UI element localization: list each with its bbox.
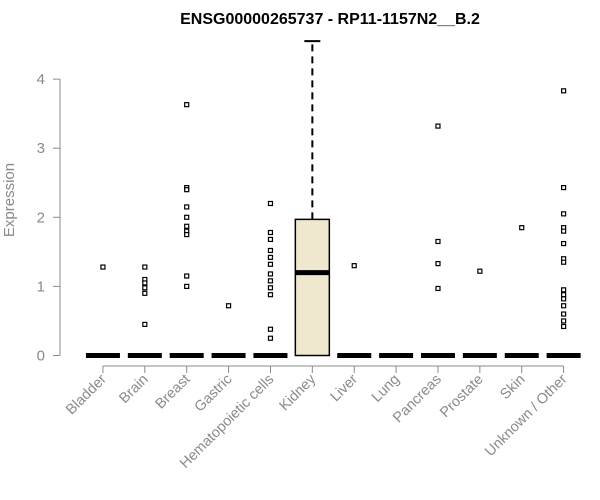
outlier-point <box>184 273 190 279</box>
outlier-point <box>561 292 567 298</box>
y-tick-label: 4 <box>37 71 45 88</box>
x-tick-label: Breast <box>153 372 194 413</box>
outlier-point <box>561 240 567 247</box>
outlier-point <box>519 225 525 231</box>
outlier-point <box>435 238 441 245</box>
outlier-point <box>561 184 567 191</box>
outlier-point <box>267 326 274 332</box>
outlier-point <box>267 254 274 260</box>
outlier-point <box>267 200 274 207</box>
outlier-point <box>561 287 567 293</box>
x-tick-label: Skin <box>497 372 528 403</box>
x-tick-label: Brain <box>116 372 151 407</box>
outlier-point <box>184 231 190 238</box>
outlier-point <box>142 280 148 286</box>
outlier-point <box>142 264 148 270</box>
y-axis: 0 1 2 3 4 <box>37 71 61 365</box>
x-tick-label: Bladder <box>63 371 110 418</box>
outlier-point <box>561 323 567 330</box>
outlier-point <box>561 303 567 309</box>
outlier-point <box>267 292 274 298</box>
outlier-point <box>561 211 567 217</box>
chart-title: ENSG00000265737 - RP11-1157N2__B.2 <box>180 11 480 28</box>
y-tick-label: 2 <box>37 209 45 226</box>
x-tick-label: Kidney <box>276 371 319 414</box>
outlier-point <box>267 271 274 277</box>
outlier-point <box>561 88 567 94</box>
y-tick-label: 3 <box>37 140 45 157</box>
outlier-point <box>561 228 567 234</box>
outlier-point <box>142 285 148 291</box>
outlier-point <box>184 187 190 193</box>
box-group <box>253 200 288 358</box>
plot-area <box>85 40 581 358</box>
outlier-point <box>184 223 190 229</box>
box-group <box>294 40 331 357</box>
y-axis-label: Expression <box>1 163 18 237</box>
box-group <box>504 225 539 358</box>
box-group <box>127 264 162 358</box>
outlier-point <box>184 102 190 108</box>
y-tick-label: 1 <box>37 278 45 295</box>
box-group <box>85 264 120 358</box>
box-group <box>211 303 246 358</box>
outlier-point <box>267 236 274 243</box>
y-tick-label: 0 <box>37 348 45 365</box>
outlier-point <box>142 321 148 328</box>
box-group <box>420 123 455 358</box>
outlier-point <box>142 290 148 296</box>
x-tick-label: Prostate <box>437 372 486 421</box>
outlier-point <box>477 268 483 274</box>
outlier-point <box>435 123 441 129</box>
outlier-point <box>184 283 190 289</box>
outlier-point <box>225 303 232 309</box>
outlier-point <box>561 296 567 302</box>
outlier-point <box>184 214 190 220</box>
box-group <box>337 263 372 358</box>
outlier-point <box>435 260 441 267</box>
outlier-point <box>435 285 441 292</box>
outlier-point <box>267 335 274 341</box>
outlier-point <box>267 278 274 284</box>
outlier-point <box>267 261 274 267</box>
outlier-point <box>184 204 190 210</box>
outlier-point <box>561 311 567 317</box>
outlier-point <box>561 318 567 324</box>
x-tick-label: Lung <box>369 372 403 406</box>
outlier-point <box>267 247 274 254</box>
outlier-point <box>351 263 357 269</box>
box <box>294 218 331 357</box>
outlier-point <box>267 285 274 291</box>
box-group <box>546 88 581 358</box>
outlier-point <box>561 259 567 265</box>
box-group <box>462 268 497 358</box>
outlier-point <box>267 229 274 236</box>
box-group <box>169 102 204 358</box>
outlier-point <box>100 264 106 270</box>
x-tick-label: Liver <box>328 371 362 405</box>
